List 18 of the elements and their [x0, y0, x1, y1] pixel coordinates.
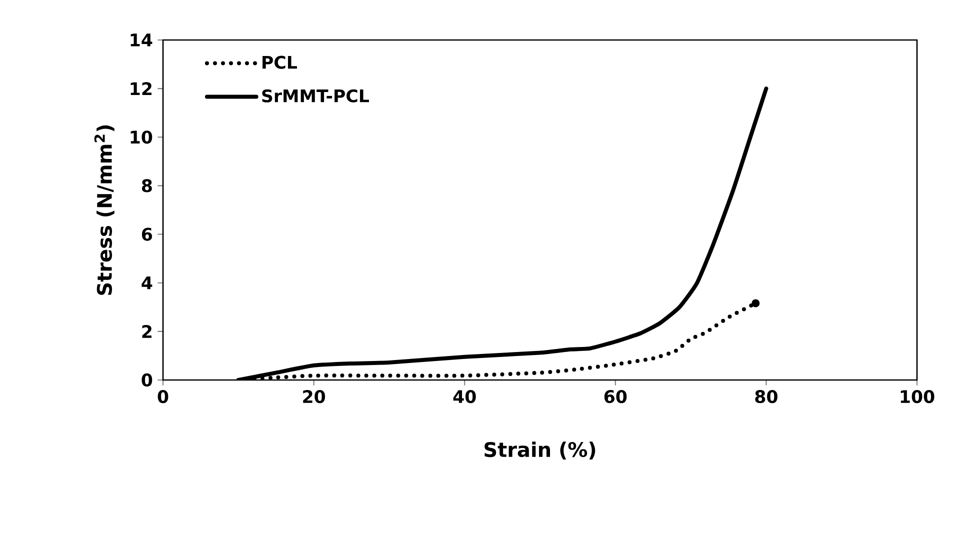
y-tick-label: 8 [142, 179, 152, 192]
y-tick-label: 2 [142, 324, 152, 338]
x-axis-title: Strain (%) [484, 442, 596, 460]
x-tick-label: 80 [755, 390, 778, 404]
x-tick-label: 20 [303, 390, 326, 404]
x-tick-label: 0 [158, 390, 168, 404]
legend-label: PCL [262, 56, 297, 69]
x-tick-label: 100 [900, 390, 934, 404]
legend-label: SrMMT-PCL [262, 89, 369, 102]
y-tick-label: 14 [130, 34, 152, 46]
y-tick-label: 0 [142, 373, 152, 387]
y-tick-label: 12 [130, 82, 152, 95]
y-tick-label: 10 [130, 130, 152, 144]
y-tick-label: 4 [142, 276, 152, 290]
y-axis-title: Stress (N/mm$^{2}$) [94, 125, 114, 295]
x-tick-label: 40 [453, 390, 476, 404]
y-tick-label: 6 [142, 228, 152, 241]
x-tick-label: 60 [604, 390, 627, 404]
